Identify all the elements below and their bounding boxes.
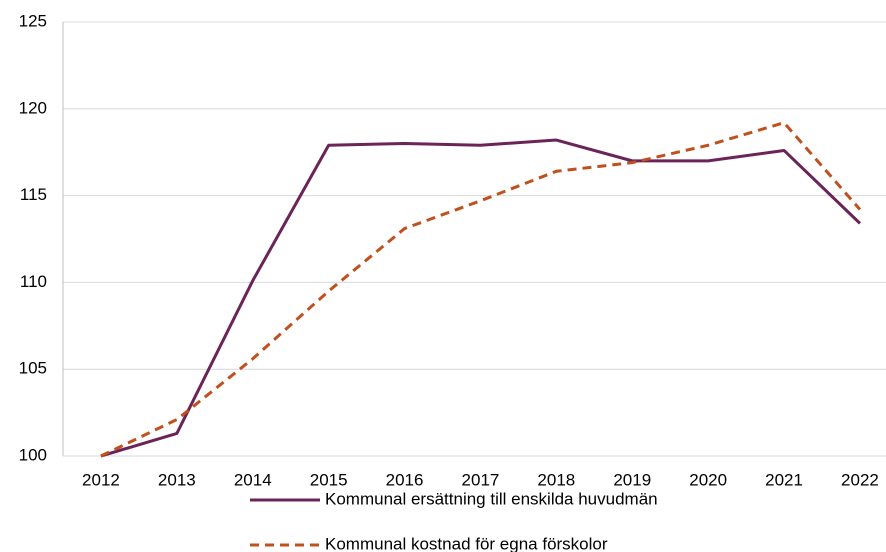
series-line	[100, 121, 862, 458]
y-tick-label: 125	[19, 11, 47, 30]
y-tick-label: 110	[20, 272, 47, 291]
series-line	[100, 138, 861, 458]
x-tick-label: 2018	[537, 470, 575, 489]
x-tick-label: 2017	[462, 470, 500, 489]
x-tick-label: 2020	[689, 470, 727, 489]
x-tick-label: 2016	[386, 470, 424, 489]
y-tick-label: 120	[19, 98, 47, 117]
x-tick-label: 2012	[82, 470, 120, 489]
x-tick-label: 2013	[158, 470, 196, 489]
x-tick-label: 2021	[765, 470, 803, 489]
x-tick-label: 2015	[310, 470, 348, 489]
x-tick-label: 2022	[841, 470, 879, 489]
legend-label: Kommunal kostnad för egna förskolor	[325, 534, 608, 552]
y-tick-label: 115	[20, 185, 47, 204]
x-tick-label: 2014	[234, 470, 272, 489]
legend-label: Kommunal ersättning till enskilda huvudm…	[325, 489, 658, 508]
y-tick-label: 105	[19, 359, 47, 378]
y-tick-label: 100	[19, 445, 47, 464]
x-tick-label: 2019	[613, 470, 651, 489]
